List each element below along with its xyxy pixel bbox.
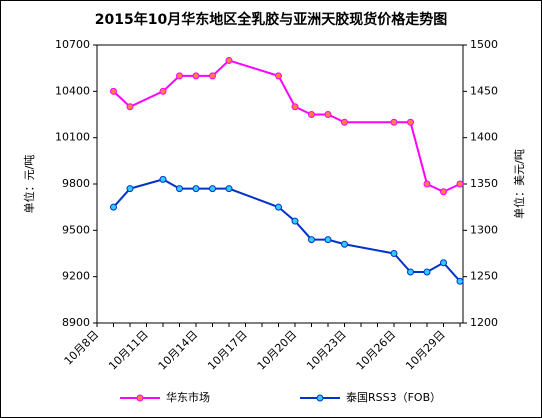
data-point bbox=[176, 185, 183, 193]
data-point bbox=[126, 185, 134, 193]
data-point bbox=[291, 217, 299, 225]
data-point bbox=[440, 259, 447, 267]
data-point bbox=[308, 236, 315, 244]
data-point bbox=[324, 111, 332, 118]
data-point bbox=[275, 72, 282, 80]
y2-tick-label: 1350 bbox=[470, 177, 498, 190]
data-point bbox=[456, 277, 464, 285]
data-point bbox=[176, 72, 183, 80]
data-point bbox=[192, 72, 200, 80]
data-point bbox=[341, 240, 348, 248]
y-tick-label: 10700 bbox=[55, 38, 90, 51]
data-point bbox=[440, 188, 447, 196]
legend-label: 泰国RSS3（FOB） bbox=[346, 390, 441, 404]
data-point bbox=[324, 236, 332, 244]
data-point bbox=[423, 180, 431, 188]
y2-tick-label: 1250 bbox=[470, 270, 498, 283]
data-point bbox=[159, 87, 167, 95]
legend-marker bbox=[316, 394, 324, 402]
y-tick-label: 9500 bbox=[62, 223, 90, 236]
data-point bbox=[341, 118, 348, 126]
data-point bbox=[423, 268, 431, 276]
data-point bbox=[110, 203, 117, 211]
data-point bbox=[126, 103, 134, 111]
data-point bbox=[291, 103, 299, 111]
data-point bbox=[192, 185, 200, 193]
data-point bbox=[407, 118, 414, 126]
y-tick-label: 9800 bbox=[62, 177, 90, 190]
y-tick-label: 10400 bbox=[55, 84, 90, 97]
y-tick-label: 8900 bbox=[62, 316, 90, 329]
data-point bbox=[159, 175, 167, 183]
y2-tick-label: 1200 bbox=[470, 316, 498, 329]
y2-tick-label: 1400 bbox=[470, 131, 498, 144]
data-point bbox=[275, 203, 282, 211]
data-point bbox=[390, 250, 398, 257]
data-point bbox=[225, 185, 233, 193]
data-point bbox=[209, 72, 216, 80]
data-point bbox=[308, 111, 315, 118]
y-tick-label: 10100 bbox=[55, 131, 90, 144]
y2-axis-label: 单位：美元/吨 bbox=[512, 149, 526, 219]
data-point bbox=[209, 185, 216, 193]
y-axis-label: 单位：元/吨 bbox=[22, 155, 36, 214]
data-point bbox=[225, 56, 233, 64]
chart-title: 2015年10月华东地区全乳胶与亚洲天胶现货价格走势图 bbox=[95, 11, 447, 28]
data-point bbox=[390, 118, 398, 126]
y2-tick-label: 1300 bbox=[470, 223, 498, 236]
data-point bbox=[456, 180, 464, 188]
data-point bbox=[407, 268, 414, 276]
legend-marker bbox=[136, 394, 144, 402]
y-tick-label: 9200 bbox=[62, 270, 90, 283]
legend-label: 华东市场 bbox=[166, 390, 210, 404]
y2-tick-label: 1450 bbox=[470, 84, 498, 97]
y2-tick-label: 1500 bbox=[470, 38, 498, 51]
data-point bbox=[110, 87, 117, 95]
